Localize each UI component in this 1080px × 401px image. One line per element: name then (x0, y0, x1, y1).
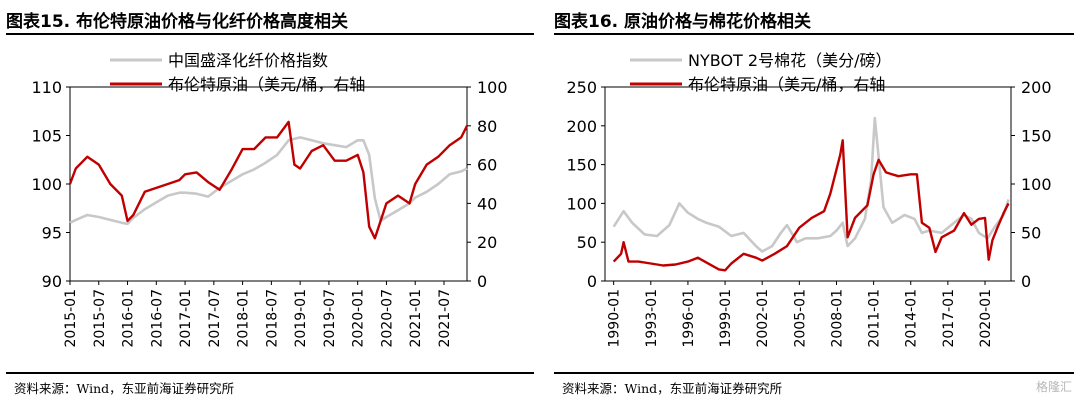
y-right-tick-label: 20 (477, 233, 497, 252)
y-right-tick-label: 0 (1021, 272, 1031, 291)
source-rule (554, 372, 1074, 374)
x-tick-label: 2021-01 (408, 289, 424, 348)
y-left-tick-label: 50 (577, 233, 597, 252)
source-note: 资料来源：Wind，东亚前海证券研究所 (562, 381, 783, 396)
x-tick-label: 2018-01 (236, 289, 252, 348)
chart-panel-right: 图表16. 原油价格与棉花价格相关 0 50 100 150 200 250 0 50 100 1… (548, 0, 1080, 401)
legend-label: 布伦特原油（美元/桶，右轴 (168, 75, 365, 94)
x-tick-label: 1999-01 (718, 289, 734, 348)
series-line-a (69, 136, 468, 226)
x-tick-label: 2002-01 (755, 289, 771, 348)
chart-title: 图表15. 布伦特原油价格与化纤价格高度相关 (6, 12, 349, 32)
y-left-tick-label: 200 (566, 117, 597, 136)
y-left-tick-label: 250 (566, 78, 597, 97)
y-left-tick-label: 100 (31, 175, 62, 194)
y-right-tick-label: 100 (1021, 175, 1052, 194)
y-left-tick-label: 105 (31, 127, 62, 146)
line-chart-fiber-vs-brent: 90 95 100 105 110 0 20 40 60 80 100 2015-01 2015-07 2… (31, 51, 508, 348)
y-left-tick-label: 0 (587, 272, 597, 291)
legend-label: 中国盛泽化纤价格指数 (168, 51, 328, 70)
y-left-tick-label: 95 (42, 224, 62, 243)
x-tick-label: 2019-01 (293, 289, 309, 348)
source-rule (6, 372, 534, 374)
series-line-b (68, 120, 469, 240)
y-right-tick-label: 60 (477, 156, 497, 175)
source-note: 资料来源：Wind，东亚前海证券研究所 (14, 381, 235, 396)
x-tick-label: 2020-01 (351, 289, 367, 348)
x-tick-label: 2020-07 (379, 289, 395, 348)
x-tick-label: 2017-01 (941, 289, 957, 348)
y-right-tick-label: 100 (477, 78, 508, 97)
watermark-logo: 格隆汇 (1035, 380, 1072, 394)
x-tick-label: 2017-07 (207, 289, 223, 348)
series-line-b (612, 139, 1010, 272)
x-tick-label: 2014-01 (904, 289, 920, 348)
x-tick-label: 2017-01 (178, 289, 194, 348)
x-tick-label: 2008-01 (829, 289, 845, 348)
x-tick-label: 1990-01 (607, 289, 623, 348)
y-left-tick-label: 110 (31, 78, 62, 97)
line-chart-cotton-vs-brent: 0 50 100 150 200 250 0 50 100 150 200 1990-01 1993-0… (566, 51, 1052, 348)
y-left-tick-label: 100 (566, 194, 597, 213)
plot-frame (69, 86, 468, 282)
plot-frame (604, 86, 1012, 282)
x-tick-label: 2018-07 (264, 289, 280, 348)
x-tick-label: 1996-01 (681, 289, 697, 348)
x-tick-label: 1993-01 (644, 289, 660, 348)
y-right-tick-label: 40 (477, 194, 497, 213)
x-tick-label: 2020-01 (978, 289, 994, 348)
chart-panel-left: 图表15. 布伦特原油价格与化纤价格高度相关 90 95 100 105 110 0 20 4… (6, 12, 534, 396)
x-tick-label: 2021-07 (437, 289, 453, 348)
y-right-tick-label: 150 (1021, 127, 1052, 146)
x-tick-label: 2005-01 (792, 289, 808, 348)
title-rule (554, 33, 1074, 35)
y-left-tick-label: 150 (566, 156, 597, 175)
title-rule (6, 33, 534, 35)
x-tick-label: 2016-07 (149, 289, 165, 348)
y-right-tick-label: 0 (477, 272, 487, 291)
y-right-tick-label: 50 (1021, 224, 1041, 243)
x-tick-label: 2015-07 (92, 289, 108, 348)
x-tick-label: 2016-01 (121, 289, 137, 348)
x-tick-label: 2011-01 (867, 289, 883, 348)
legend-label: 布伦特原油（美元/桶，右轴 (688, 75, 885, 94)
y-left-tick-label: 90 (42, 272, 62, 291)
chart-title: 图表16. 原油价格与棉花价格相关 (554, 12, 812, 32)
y-right-tick-label: 200 (1021, 78, 1052, 97)
x-tick-label: 2015-01 (63, 289, 79, 348)
series-line-a (612, 116, 1010, 253)
x-tick-label: 2019-07 (322, 289, 338, 348)
legend-label: NYBOT 2号棉花（美分/磅） (688, 51, 891, 70)
y-right-tick-label: 80 (477, 117, 497, 136)
